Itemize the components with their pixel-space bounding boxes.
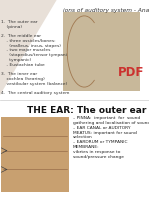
Text: 1.  The outer ear
    (pinna)

2.  The middle ear
    - three ossicles/bones:
  : 1. The outer ear (pinna) 2. The middle e… [1,20,70,95]
Polygon shape [0,0,57,95]
Bar [1,117,69,192]
Text: ions of auditory system - Anatomy: ions of auditory system - Anatomy [63,8,149,12]
Text: PDF: PDF [118,66,145,79]
Text: THE EAR: The outer ear: THE EAR: The outer ear [27,106,146,115]
Bar [63,12,140,91]
Text: – PINNA:  important  for  sound
gathering and localisation of sound
– EAR CANAL : – PINNA: important for sound gathering a… [73,116,149,164]
